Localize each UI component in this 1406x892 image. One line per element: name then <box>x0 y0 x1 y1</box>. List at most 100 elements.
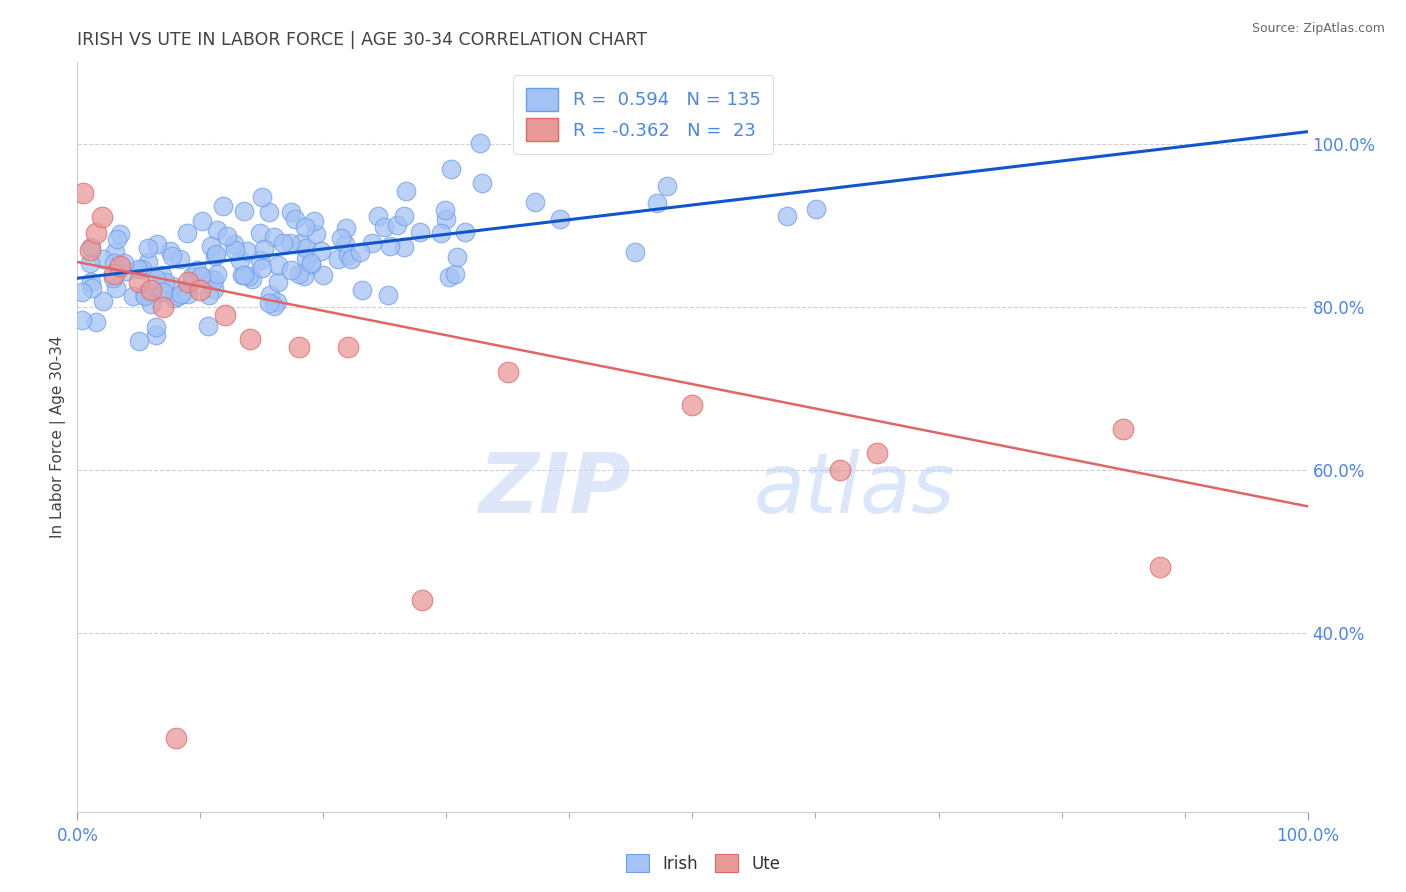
Point <box>444 267 467 281</box>
Point <box>233 268 256 282</box>
Point <box>259 205 281 219</box>
Point <box>197 318 219 333</box>
Point <box>263 230 285 244</box>
Point <box>70 313 93 327</box>
Point <box>146 236 169 251</box>
Point <box>93 252 115 266</box>
Point <box>311 244 333 258</box>
Point <box>238 269 260 284</box>
Point <box>127 261 149 276</box>
Text: atlas: atlas <box>754 449 956 530</box>
Point <box>141 284 163 298</box>
Point <box>361 235 384 250</box>
Point <box>294 251 316 265</box>
Point <box>105 280 128 294</box>
Point <box>93 293 115 308</box>
Legend: R =  0.594   N = 135, R = -0.362   N =  23: R = 0.594 N = 135, R = -0.362 N = 23 <box>513 75 773 154</box>
Point <box>387 218 409 232</box>
Point <box>249 226 271 240</box>
Point <box>214 308 236 322</box>
Point <box>169 252 191 266</box>
Point <box>134 289 156 303</box>
Point <box>430 226 453 240</box>
Point <box>90 210 114 224</box>
Point <box>283 212 305 227</box>
Point <box>205 223 228 237</box>
Point <box>174 284 197 298</box>
Point <box>224 243 246 257</box>
Point <box>775 210 797 224</box>
Point <box>145 327 167 342</box>
Point <box>145 320 167 334</box>
Point <box>367 209 389 223</box>
Point <box>79 256 101 270</box>
Point <box>1112 422 1135 436</box>
Point <box>409 225 432 239</box>
Point <box>624 244 647 259</box>
Point <box>349 245 371 260</box>
Point <box>204 246 226 260</box>
Point <box>267 275 290 289</box>
Point <box>250 190 273 204</box>
Point <box>437 270 460 285</box>
Point <box>72 285 94 300</box>
Point <box>177 286 200 301</box>
Point <box>136 255 159 269</box>
Point <box>232 203 254 218</box>
Point <box>191 214 214 228</box>
Point <box>80 276 103 290</box>
Point <box>411 593 433 607</box>
Point <box>188 284 212 298</box>
Point <box>267 258 290 272</box>
Point <box>170 286 193 301</box>
Point <box>110 259 132 273</box>
Point <box>240 272 263 286</box>
Point <box>200 271 222 285</box>
Point <box>305 227 328 241</box>
Point <box>288 267 311 281</box>
Point <box>190 269 212 284</box>
Point <box>468 136 491 150</box>
Point <box>136 241 159 255</box>
Point <box>266 295 288 310</box>
Point <box>496 365 519 379</box>
Point <box>436 211 458 226</box>
Point <box>280 204 302 219</box>
Point <box>166 289 188 303</box>
Point <box>337 341 360 355</box>
Point <box>104 245 127 260</box>
Point <box>139 297 162 311</box>
Point <box>229 253 252 268</box>
Point <box>339 252 361 267</box>
Point <box>470 176 492 190</box>
Point <box>108 227 131 242</box>
Point <box>186 263 208 277</box>
Point <box>215 228 238 243</box>
Point <box>198 287 221 301</box>
Point <box>231 268 253 283</box>
Point <box>103 267 125 281</box>
Point <box>302 214 325 228</box>
Text: IRISH VS UTE IN LABOR FORCE | AGE 30-34 CORRELATION CHART: IRISH VS UTE IN LABOR FORCE | AGE 30-34 … <box>77 31 647 49</box>
Y-axis label: In Labor Force | Age 30-34: In Labor Force | Age 30-34 <box>51 335 66 539</box>
Point <box>299 256 322 270</box>
Point <box>295 241 318 255</box>
Point <box>115 264 138 278</box>
Point <box>328 252 350 266</box>
Point <box>294 220 316 235</box>
Point <box>72 186 94 200</box>
Point <box>335 237 357 252</box>
Point <box>202 273 225 287</box>
Point <box>548 212 571 227</box>
Point <box>160 249 183 263</box>
Point <box>278 236 301 251</box>
Point <box>131 262 153 277</box>
Point <box>177 276 200 290</box>
Point <box>329 230 352 244</box>
Point <box>292 268 315 283</box>
Point <box>259 287 281 301</box>
Point <box>335 221 357 235</box>
Point <box>866 446 889 460</box>
Point <box>645 195 668 210</box>
Point <box>159 244 181 258</box>
